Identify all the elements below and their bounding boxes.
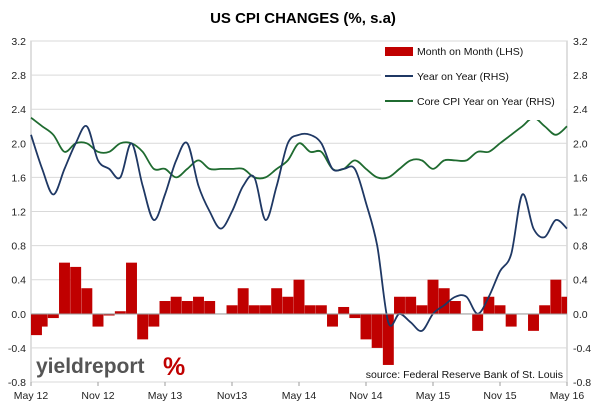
mom-bar [70, 266, 82, 314]
mom-bar [528, 313, 539, 331]
y-left-tick-label: 3.2 [11, 36, 26, 48]
x-tick-label: Nov 14 [349, 390, 382, 402]
x-axis: May 12 Nov 12 May 13 Nov13 May 14 Nov 14 May 1… [14, 382, 585, 402]
mom-bar [483, 296, 495, 314]
mom-bar [416, 305, 428, 314]
x-tick-label: Nov13 [217, 390, 248, 402]
mom-bar [170, 296, 182, 314]
y-left-tick-label: -0.4 [8, 343, 26, 355]
y-right-tick-label: -0.4 [573, 343, 591, 355]
mom-bar [226, 305, 238, 314]
legend-background [381, 44, 566, 120]
mom-bar [271, 288, 283, 314]
mom-bar [550, 279, 562, 314]
mom-bar [539, 305, 551, 314]
mom-bar [159, 301, 171, 314]
mom-bar [193, 296, 204, 314]
mom-bar [47, 313, 59, 319]
y-right-tick-label: 3.2 [573, 36, 588, 48]
y-left-tick-label: 2.4 [11, 104, 26, 116]
legend: Month on Month (LHS) Year on Year (RHS) … [381, 44, 566, 120]
mom-bar [204, 301, 216, 314]
percent-icon: % [163, 353, 185, 381]
mom-bar [561, 296, 567, 314]
watermark-logo: yieldreport % [36, 353, 185, 381]
mom-bar [494, 305, 506, 314]
y-left-tick-label: 0.8 [11, 241, 26, 253]
y-right-tick-label: 2.4 [573, 104, 588, 116]
mom-bar [126, 262, 137, 314]
y-right-tick-label: 0.4 [573, 275, 588, 287]
mom-bar [472, 313, 484, 331]
source-background [371, 367, 566, 381]
legend-label-core: Core CPI Year on Year (RHS) [417, 96, 555, 108]
mom-bar [181, 301, 193, 314]
mom-bar [371, 313, 383, 348]
chart-title: US CPI CHANGES (%, s.a) [210, 10, 396, 27]
core-cpi-yoy-line [30, 116, 568, 180]
mom-bar [81, 288, 93, 314]
mom-bar [382, 313, 394, 365]
mom-bar [260, 305, 271, 314]
y-right-tick-label: -0.8 [573, 377, 591, 389]
mom-bar [282, 296, 294, 314]
x-tick-label: May 15 [416, 390, 451, 402]
mom-bar [505, 313, 517, 327]
y-axis-left: 3.2 2.8 2.4 2.0 1.6 1.2 0.8 0.4 0.0 -0.4 -0.8 [8, 36, 26, 389]
y-right-tick-label: 1.2 [573, 207, 588, 219]
y-right-tick-label: 1.6 [573, 172, 588, 184]
y-left-tick-label: 0.4 [11, 275, 26, 287]
mom-bar [92, 313, 104, 327]
mom-bar [438, 288, 450, 314]
y-left-tick-label: 1.6 [11, 172, 26, 184]
y-right-tick-label: 2.8 [573, 70, 588, 82]
watermark-brand: yieldreport [36, 355, 145, 378]
mom-bar [103, 313, 115, 316]
mom-bar [338, 306, 350, 314]
x-tick-label: May 13 [148, 390, 183, 402]
y-axis-right: 3.2 2.8 2.4 2.0 1.6 1.2 0.8 0.4 0.0 -0.4 -0.8 [573, 36, 591, 389]
mom-bar [449, 301, 461, 314]
mom-bar [114, 311, 126, 314]
x-tick-label: Nov 12 [81, 390, 114, 402]
y-left-tick-label: -0.8 [8, 377, 26, 389]
mom-bar [360, 313, 372, 340]
x-tick-label: Nov 15 [483, 390, 516, 402]
x-tick-label: May 16 [550, 390, 585, 402]
y-left-tick-label: 2.8 [11, 70, 26, 82]
y-left-tick-label: 0.0 [11, 309, 26, 321]
legend-label-mom: Month on Month (LHS) [417, 46, 523, 58]
mom-bar [36, 313, 48, 327]
y-left-tick-label: 1.2 [11, 207, 26, 219]
x-tick-label: May 12 [14, 390, 49, 402]
mom-bar [405, 296, 417, 314]
mom-bar [327, 313, 338, 327]
mom-bar [237, 288, 249, 314]
mom-bar [427, 279, 439, 314]
x-tick-label: May 14 [282, 390, 317, 402]
y-right-tick-label: 2.0 [573, 138, 588, 150]
mom-bar [349, 313, 361, 319]
mom-bar [59, 262, 70, 314]
mom-bar [137, 313, 149, 340]
y-right-tick-label: 0.8 [573, 241, 588, 253]
mom-bar [248, 305, 260, 314]
mom-bar [304, 305, 316, 314]
legend-swatch-mom [385, 47, 413, 56]
y-left-tick-label: 2.0 [11, 138, 26, 150]
source-note: source: Federal Reserve Bank of St. Loui… [366, 369, 563, 381]
legend-label-yoy: Year on Year (RHS) [417, 71, 509, 83]
mom-bar [148, 313, 160, 327]
mom-bars [31, 262, 567, 365]
mom-bar [315, 305, 327, 314]
mom-bar [293, 279, 305, 314]
y-right-tick-label: 0.0 [573, 309, 588, 321]
mom-bar [394, 296, 405, 314]
mom-bar [31, 313, 42, 336]
